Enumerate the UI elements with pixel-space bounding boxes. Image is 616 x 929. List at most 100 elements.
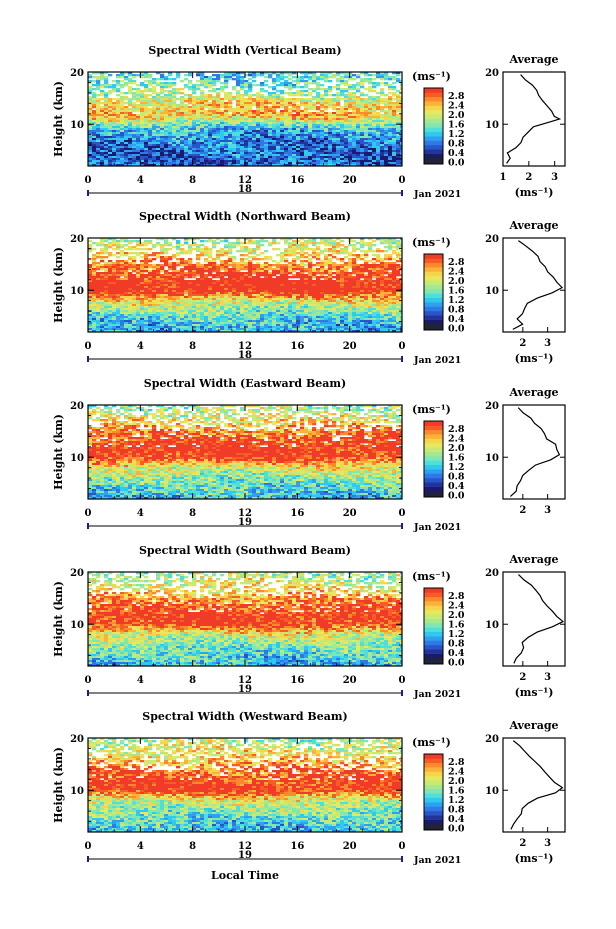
heatmap-cell <box>332 162 337 165</box>
heatmap-cell <box>364 134 369 137</box>
heatmap-cell <box>240 260 245 263</box>
heatmap-cell <box>264 110 269 113</box>
heatmap-cell <box>116 282 121 285</box>
heatmap-cell <box>316 248 321 251</box>
heatmap-cell <box>292 280 297 283</box>
heatmap-cell <box>280 256 285 259</box>
heatmap-cell <box>400 142 402 145</box>
heatmap-cell <box>208 106 213 109</box>
heatmap-cell <box>248 284 253 287</box>
heatmap-cell <box>136 146 141 149</box>
heatmap-cell <box>284 288 289 291</box>
heatmap-cell <box>216 276 221 279</box>
heatmap-cell <box>216 268 221 271</box>
heatmap-cell <box>208 150 213 153</box>
heatmap-cell <box>120 106 125 109</box>
heatmap-cell <box>324 118 329 121</box>
heatmap-cell <box>356 150 361 153</box>
heatmap-cell <box>216 124 221 127</box>
heatmap-cell <box>160 244 165 247</box>
heatmap-cell <box>268 154 273 157</box>
heatmap-cell <box>132 136 137 139</box>
heatmap-cell <box>192 274 197 277</box>
heatmap-cell <box>120 142 125 145</box>
heatmap-cell <box>112 278 117 281</box>
heatmap-cell <box>364 106 369 109</box>
heatmap-cell <box>92 72 97 75</box>
heatmap-cell <box>168 160 173 163</box>
heatmap-cell <box>104 280 109 283</box>
heatmap-cell <box>160 148 165 151</box>
heatmap-cell <box>240 146 245 149</box>
heatmap-cell <box>100 252 105 255</box>
heatmap-cell <box>108 98 113 101</box>
heatmap-cell <box>280 264 285 267</box>
heatmap-cell <box>280 160 285 163</box>
heatmap-cell <box>268 136 273 139</box>
heatmap-cell <box>216 96 221 99</box>
heatmap-cell <box>240 106 245 109</box>
heatmap-cell <box>388 256 393 259</box>
heatmap-cell <box>108 244 113 247</box>
heatmap-cell <box>288 120 293 123</box>
heatmap-cell <box>384 128 389 131</box>
heatmap-cell <box>160 238 165 241</box>
heatmap-cell <box>396 286 401 289</box>
heatmap-cell <box>220 104 225 107</box>
heatmap-cell <box>248 94 253 97</box>
heatmap-cell <box>312 146 317 149</box>
heatmap-cell <box>368 266 373 269</box>
heatmap-cell <box>200 252 205 255</box>
heatmap-cell <box>208 122 213 125</box>
heatmap-cell <box>380 272 385 275</box>
heatmap-cell <box>168 132 173 135</box>
heatmap-cell <box>340 268 345 271</box>
heatmap-cell <box>180 110 185 113</box>
heatmap-cell <box>352 152 357 155</box>
heatmap-cell <box>324 76 329 79</box>
heatmap-cell <box>116 120 121 123</box>
heatmap-cell <box>292 116 297 119</box>
colorbar-tick-label: 1.2 <box>448 129 465 140</box>
heatmap-cell <box>108 74 113 77</box>
heatmap-cell <box>344 96 349 99</box>
heatmap-cell <box>328 132 333 135</box>
heatmap-cell <box>304 122 309 125</box>
heatmap-cell <box>112 148 117 151</box>
heatmap-cell <box>196 272 201 275</box>
heatmap-cell <box>108 276 113 279</box>
heatmap-cell <box>376 164 381 166</box>
heatmap-cell <box>252 290 257 293</box>
heatmap-cell <box>164 142 169 145</box>
heatmap-cell <box>144 160 149 163</box>
heatmap-cell <box>328 86 333 89</box>
heatmap-cell <box>212 110 217 113</box>
heatmap-cell <box>256 122 261 125</box>
heatmap-cell <box>336 150 341 153</box>
heatmap-cell <box>336 288 341 291</box>
colorbar-tick-label: 1.6 <box>448 120 465 131</box>
heatmap-cell <box>336 92 341 95</box>
heatmap-cell <box>332 112 337 115</box>
heatmap-cell <box>332 124 337 127</box>
heatmap-cell <box>128 278 133 281</box>
heatmap-cell <box>240 120 245 123</box>
heatmap-cell <box>236 278 241 281</box>
heatmap-cell <box>292 98 297 101</box>
heatmap-cell <box>356 90 361 93</box>
heatmap-cell <box>248 84 253 87</box>
heatmap-cell <box>260 128 265 131</box>
heatmap-cell <box>384 286 389 289</box>
heatmap-cell <box>268 256 273 259</box>
heatmap-cell <box>156 98 161 101</box>
heatmap-cell <box>400 156 402 159</box>
x-tick-label: 12 <box>238 175 252 186</box>
heatmap-cell <box>96 78 101 81</box>
heatmap-cell <box>132 124 137 127</box>
heatmap-cell <box>276 268 281 271</box>
heatmap-cell <box>208 94 213 97</box>
heatmap-cell <box>280 132 285 135</box>
heatmap-cell <box>168 150 173 153</box>
heatmap-cell <box>324 134 329 137</box>
heatmap-cell <box>320 122 325 125</box>
